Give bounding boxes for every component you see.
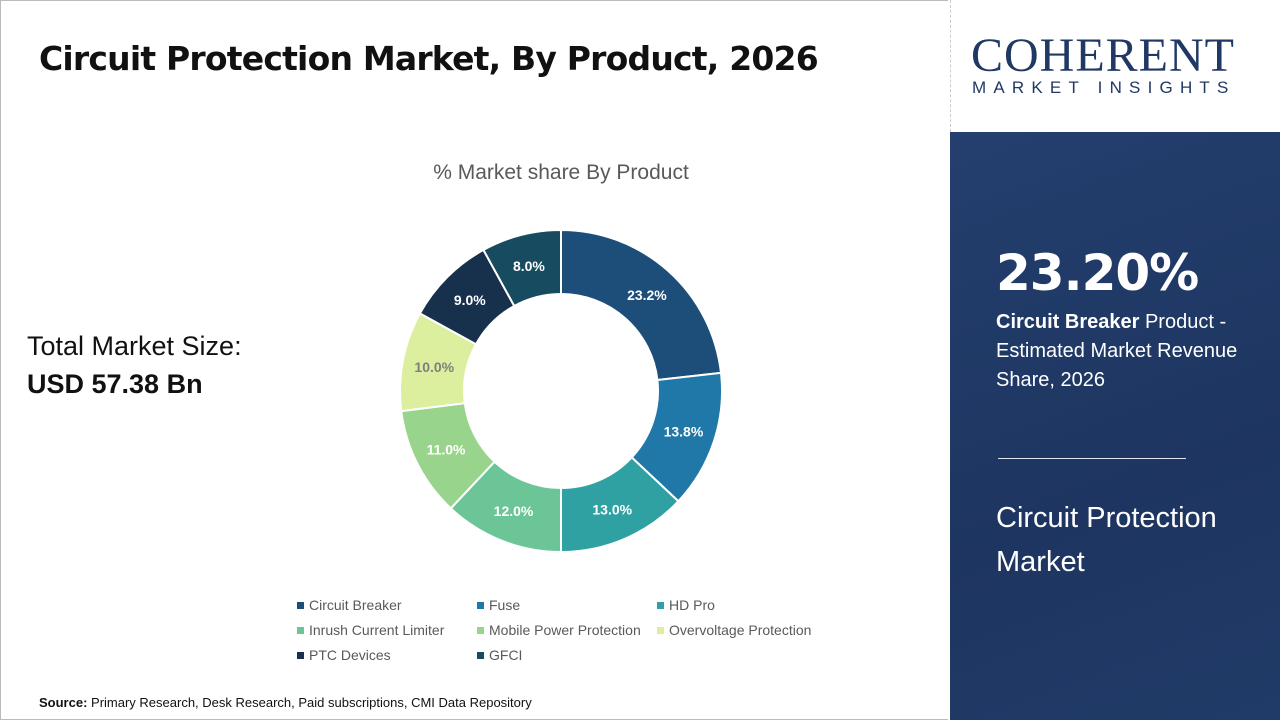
data-label: 23.2% — [627, 287, 667, 303]
data-label: 10.0% — [414, 359, 454, 375]
legend-label: HD Pro — [669, 597, 715, 613]
legend-swatch — [657, 601, 664, 609]
legend-swatch — [297, 651, 304, 659]
legend-label: Circuit Breaker — [309, 597, 402, 613]
source-label: Source: — [39, 695, 88, 710]
highlight-panel: 23.20% Circuit Breaker Product - Estimat… — [950, 132, 1280, 720]
market-name: Circuit Protection Market — [996, 502, 1217, 578]
data-label: 13.8% — [664, 424, 704, 440]
source-text: Primary Research, Desk Research, Paid su… — [87, 695, 532, 710]
legend-label: PTC Devices — [309, 647, 391, 663]
donut-chart: 23.2% 13.8% 13.0% 12.0% 11.0% 10.0% 9.0% 8.0% — [399, 228, 723, 554]
legend-label: Inrush Current Limiter — [309, 622, 445, 638]
legend-item: GFCI — [477, 647, 657, 663]
legend-swatch — [477, 601, 484, 609]
legend-item: Circuit Breaker — [297, 597, 477, 613]
highlight-text: Product - Estimated Market Revenue Share… — [996, 311, 1238, 391]
highlight-description: Circuit Breaker Product - Estimated Mark… — [996, 308, 1246, 395]
legend-label: Mobile Power Protection — [489, 622, 641, 638]
highlight-percent: 23.20% — [996, 244, 1199, 302]
page-title: Circuit Protection Market, By Product, 2… — [39, 39, 819, 78]
data-label: 9.0% — [454, 292, 486, 308]
donut-slice-circuit-breaker — [560, 228, 723, 382]
total-label: Total Market Size: — [27, 331, 242, 361]
legend-item: HD Pro — [657, 597, 837, 613]
legend-item: Overvoltage Protection — [657, 622, 837, 638]
legend-swatch — [477, 626, 484, 634]
legend-item: Fuse — [477, 597, 657, 613]
total-market-size: Total Market Size: USD 57.38 Bn — [27, 327, 242, 403]
data-label: 12.0% — [494, 503, 534, 519]
legend-item: PTC Devices — [297, 647, 477, 663]
legend-swatch — [477, 651, 484, 659]
total-value: USD 57.38 Bn — [27, 369, 203, 399]
logo-tagline: MARKET INSIGHTS — [972, 78, 1236, 97]
data-label: 8.0% — [513, 258, 545, 274]
legend-swatch — [297, 601, 304, 609]
legend-item: Inrush Current Limiter — [297, 622, 477, 638]
legend-label: Fuse — [489, 597, 521, 613]
chart-title: % Market share By Product — [433, 161, 689, 184]
donut-slice-gfci — [482, 228, 562, 308]
highlight-segment: Circuit Breaker — [996, 311, 1140, 333]
legend-swatch — [297, 626, 304, 634]
data-label: 13.0% — [592, 501, 632, 517]
logo-wordmark: COHERENT — [971, 29, 1235, 82]
legend-label: GFCI — [489, 647, 523, 663]
legend-label: Overvoltage Protection — [669, 622, 812, 638]
legend-item: Mobile Power Protection — [477, 622, 657, 638]
chart-area: Circuit Protection Market, By Product, 2… — [0, 0, 948, 720]
source-note: Source: Primary Research, Desk Research,… — [39, 695, 532, 710]
legend-swatch — [657, 626, 664, 634]
divider — [998, 458, 1186, 459]
data-label: 11.0% — [427, 442, 466, 458]
logo: COHERENT MARKET INSIGHTS — [950, 0, 1280, 132]
legend: Circuit Breaker Fuse HD Pro Inrush Current … — [297, 597, 857, 663]
